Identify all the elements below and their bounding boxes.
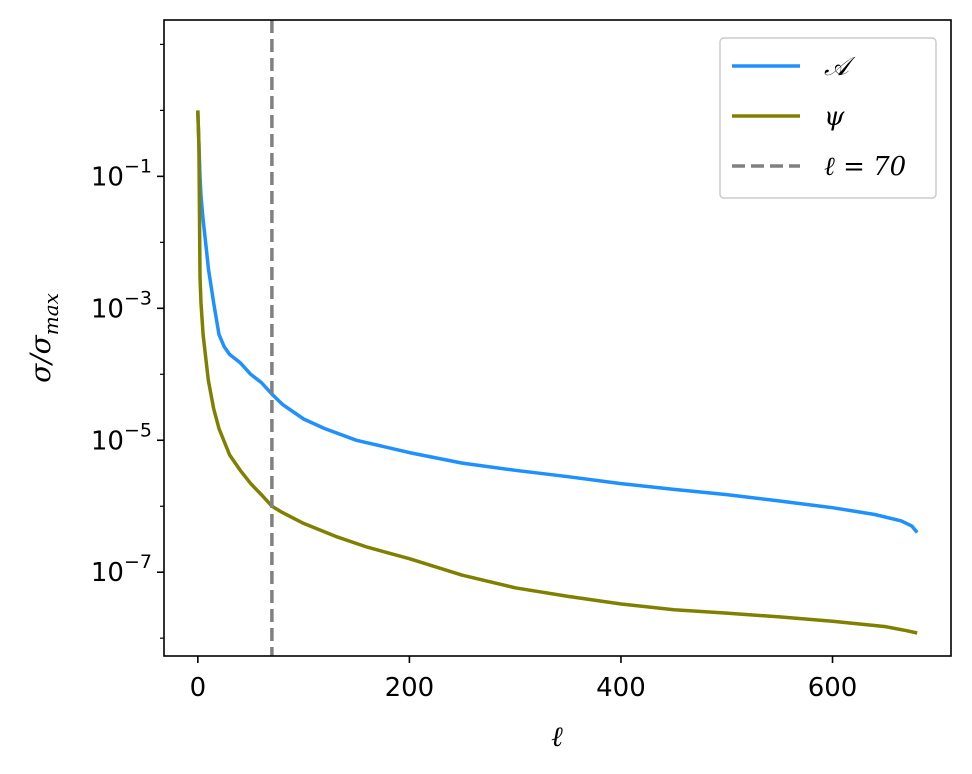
y-tick-exponent: −1 bbox=[124, 155, 152, 177]
y-tick-label: 10−3 bbox=[91, 287, 152, 324]
legend: 𝒜ψℓ = 70 bbox=[719, 37, 937, 199]
series-lines bbox=[196, 110, 919, 635]
y-ticks: 10−1 10−3 10−5 10−7 bbox=[91, 43, 164, 639]
series-line-psi bbox=[196, 110, 918, 635]
y-tick-exponent: −7 bbox=[124, 551, 152, 573]
x-tick-label: 400 bbox=[596, 673, 646, 703]
y-tick-label: 10−5 bbox=[91, 419, 152, 456]
x-tick-label: 0 bbox=[190, 673, 207, 703]
y-axis-label: σ/σmax bbox=[24, 293, 63, 383]
plot-frame bbox=[163, 19, 952, 657]
y-axis-label-subscript: max bbox=[39, 293, 63, 335]
legend-box bbox=[719, 37, 937, 199]
x-axis-label: ℓ bbox=[551, 720, 563, 753]
y-tick-label: 10−1 bbox=[91, 155, 152, 192]
legend-label: ℓ = 70 bbox=[824, 152, 906, 182]
y-tick-label: 10−7 bbox=[91, 551, 152, 588]
x-tick-label: 200 bbox=[385, 673, 435, 703]
x-ticks: 0 200 400 600 bbox=[190, 656, 858, 703]
x-tick-label: 600 bbox=[808, 673, 858, 703]
series-line-A bbox=[196, 110, 919, 534]
legend-label: ψ bbox=[824, 102, 845, 132]
y-tick-exponent: −5 bbox=[124, 419, 152, 441]
y-tick-exponent: −3 bbox=[124, 287, 152, 309]
